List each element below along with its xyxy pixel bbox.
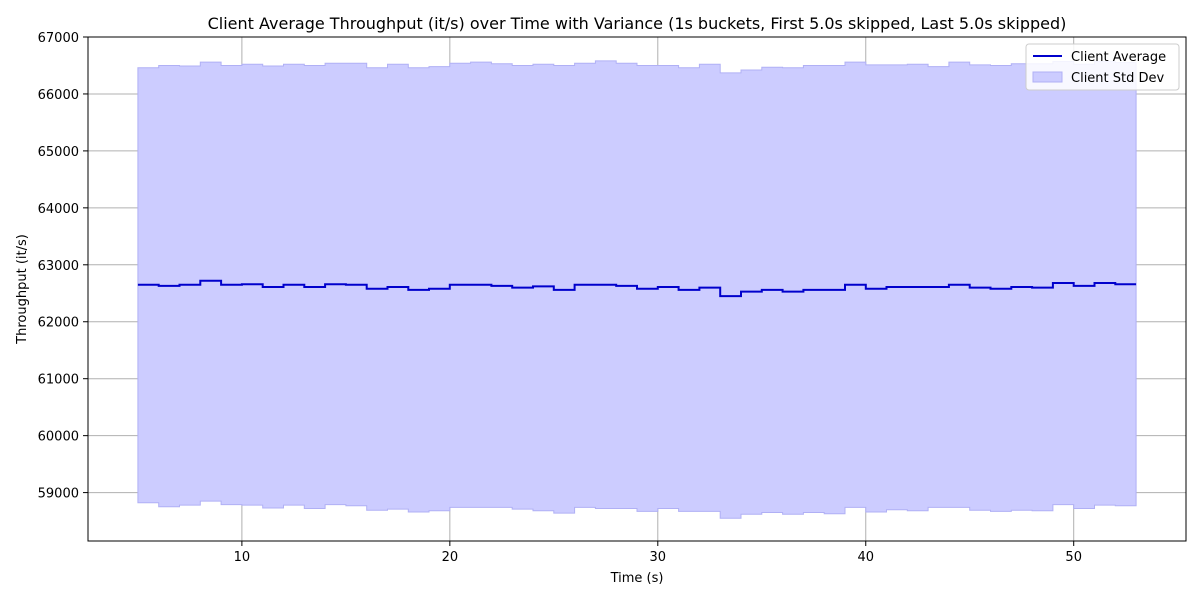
x-tick-label: 40 (857, 550, 874, 565)
y-axis-label: Throughput (it/s) (15, 234, 30, 345)
chart-title: Client Average Throughput (it/s) over Ti… (208, 14, 1067, 33)
axes-frame (87, 36, 1187, 542)
plot-area (137, 60, 1137, 519)
legend-label-stddev: Client Std Dev (1071, 71, 1165, 86)
y-tick-label: 64000 (38, 202, 79, 217)
y-tick-label: 66000 (38, 88, 79, 103)
y-tick-label: 65000 (38, 145, 79, 160)
client-average-line (137, 279, 1137, 298)
y-tick-label: 67000 (38, 31, 79, 46)
x-axis-label: Time (s) (610, 571, 664, 586)
x-tick-label: 50 (1065, 550, 1082, 565)
y-tick-label: 62000 (38, 316, 79, 331)
legend-band-swatch (1032, 71, 1063, 83)
legend: Client Average Client Std Dev (1025, 43, 1180, 91)
x-tick-label: 10 (234, 550, 251, 565)
x-tick-label: 30 (650, 550, 667, 565)
x-axis: 10 20 30 40 50 (234, 541, 1082, 565)
legend-label-average: Client Average (1071, 50, 1166, 65)
y-tick-label: 60000 (38, 430, 79, 445)
y-axis: 59000 60000 61000 62000 63000 64000 65000 66000… (38, 31, 88, 502)
y-tick-label: 61000 (38, 373, 79, 388)
y-tick-label: 59000 (38, 487, 79, 502)
y-tick-label: 63000 (38, 259, 79, 274)
x-tick-label: 20 (442, 550, 459, 565)
legend-box (1025, 43, 1180, 91)
